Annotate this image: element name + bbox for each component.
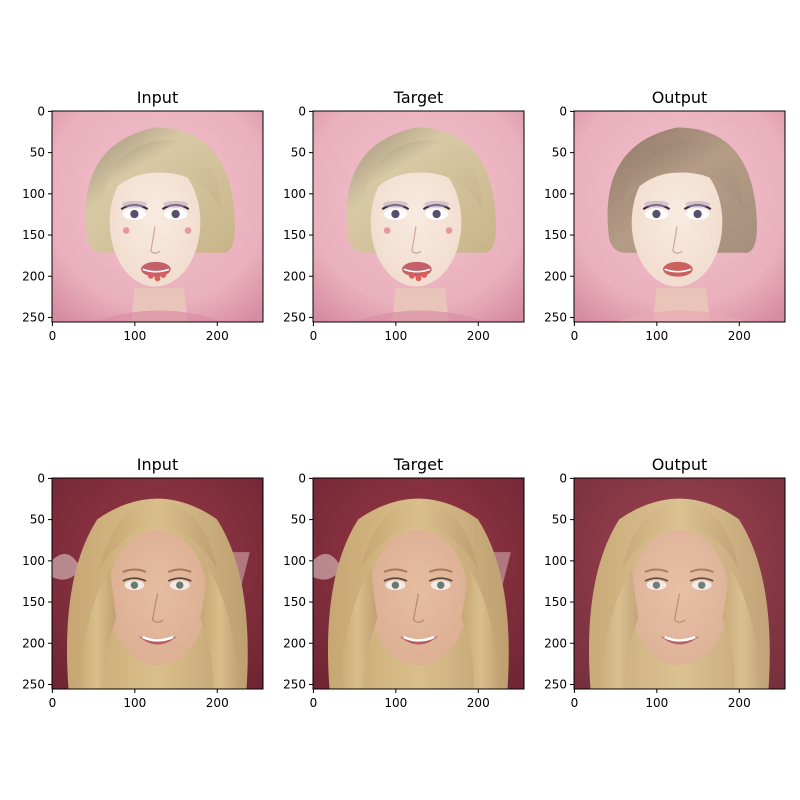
y-tick-label: 250 bbox=[544, 677, 567, 691]
panel-title: Target bbox=[393, 455, 444, 474]
y-tick-label: 50 bbox=[552, 146, 567, 160]
y-tick-label: 0 bbox=[37, 471, 45, 485]
x-tick-label: 0 bbox=[49, 329, 57, 343]
panel-image bbox=[313, 111, 524, 322]
panel-image bbox=[52, 111, 263, 322]
y-tick-label: 50 bbox=[291, 146, 306, 160]
axes-frame bbox=[312, 110, 525, 323]
y-tick-label: 50 bbox=[291, 513, 306, 527]
y-tick-label: 0 bbox=[559, 104, 567, 118]
y-tick-label: 0 bbox=[559, 471, 567, 485]
y-tick-label: 150 bbox=[22, 595, 45, 609]
y-tick-label: 100 bbox=[283, 554, 306, 568]
y-tick-label: 200 bbox=[22, 269, 45, 283]
x-tick-label: 200 bbox=[206, 329, 229, 343]
y-tick-label: 150 bbox=[283, 228, 306, 242]
y-tick-label: 150 bbox=[22, 228, 45, 242]
y-tick-label: 0 bbox=[298, 471, 306, 485]
axes-frame bbox=[312, 477, 525, 690]
x-tick-label: 100 bbox=[384, 696, 407, 710]
y-tick-label: 50 bbox=[30, 146, 45, 160]
axes-frame bbox=[573, 110, 786, 323]
y-tick-label: 250 bbox=[22, 677, 45, 691]
x-tick-label: 0 bbox=[571, 329, 579, 343]
x-tick-label: 200 bbox=[467, 696, 490, 710]
y-tick-label: 100 bbox=[22, 187, 45, 201]
x-tick-label: 200 bbox=[728, 696, 751, 710]
y-tick-label: 100 bbox=[544, 187, 567, 201]
panel-r1-c2: Target 0 100 200 0 50 100 150 200 250 bbox=[283, 88, 525, 343]
panel-r2-c3: Output 0 100 200 0 50 100 150 200 250 bbox=[544, 455, 786, 710]
x-tick-label: 100 bbox=[123, 696, 146, 710]
y-tick-label: 150 bbox=[544, 595, 567, 609]
y-tick-label: 200 bbox=[22, 636, 45, 650]
panel-image bbox=[52, 478, 263, 689]
panel-r1-c1: Input 0 100 200 0 50 100 150 200 250 bbox=[22, 88, 264, 343]
y-tick-label: 250 bbox=[283, 677, 306, 691]
y-tick-label: 0 bbox=[298, 104, 306, 118]
panel-image bbox=[313, 478, 524, 689]
x-tick-label: 200 bbox=[728, 329, 751, 343]
x-tick-label: 200 bbox=[206, 696, 229, 710]
y-tick-label: 150 bbox=[283, 595, 306, 609]
x-tick-label: 100 bbox=[123, 329, 146, 343]
y-tick-label: 250 bbox=[544, 310, 567, 324]
y-tick-label: 200 bbox=[544, 269, 567, 283]
y-tick-label: 100 bbox=[544, 554, 567, 568]
y-tick-label: 200 bbox=[283, 636, 306, 650]
y-tick-label: 200 bbox=[283, 269, 306, 283]
panel-r1-c3: Output 0 100 200 0 50 100 150 200 250 bbox=[544, 88, 786, 343]
x-tick-label: 100 bbox=[384, 329, 407, 343]
x-tick-label: 0 bbox=[310, 329, 318, 343]
panel-r2-c1: Input 0 100 200 0 50 100 150 200 250 bbox=[22, 455, 264, 710]
x-tick-label: 100 bbox=[645, 329, 668, 343]
y-tick-label: 150 bbox=[544, 228, 567, 242]
y-tick-label: 200 bbox=[544, 636, 567, 650]
axes-frame bbox=[573, 477, 786, 690]
panel-r2-c2: Target 0 100 200 0 50 100 150 200 250 bbox=[283, 455, 525, 710]
panel-title: Output bbox=[652, 88, 708, 107]
axes-frame bbox=[51, 110, 264, 323]
y-tick-label: 100 bbox=[283, 187, 306, 201]
y-tick-label: 50 bbox=[552, 513, 567, 527]
panel-title: Input bbox=[137, 455, 178, 474]
y-tick-label: 250 bbox=[283, 310, 306, 324]
x-tick-label: 0 bbox=[49, 696, 57, 710]
x-tick-label: 0 bbox=[571, 696, 579, 710]
x-tick-label: 100 bbox=[645, 696, 668, 710]
y-tick-label: 0 bbox=[37, 104, 45, 118]
x-tick-label: 200 bbox=[467, 329, 490, 343]
y-tick-label: 250 bbox=[22, 310, 45, 324]
y-tick-label: 50 bbox=[30, 513, 45, 527]
panel-title: Target bbox=[393, 88, 444, 107]
panel-image bbox=[574, 111, 785, 322]
axes-frame bbox=[51, 477, 264, 690]
panel-title: Input bbox=[137, 88, 178, 107]
y-tick-label: 100 bbox=[22, 554, 45, 568]
panel-image bbox=[574, 478, 785, 689]
panel-title: Output bbox=[652, 455, 708, 474]
x-tick-label: 0 bbox=[310, 696, 318, 710]
